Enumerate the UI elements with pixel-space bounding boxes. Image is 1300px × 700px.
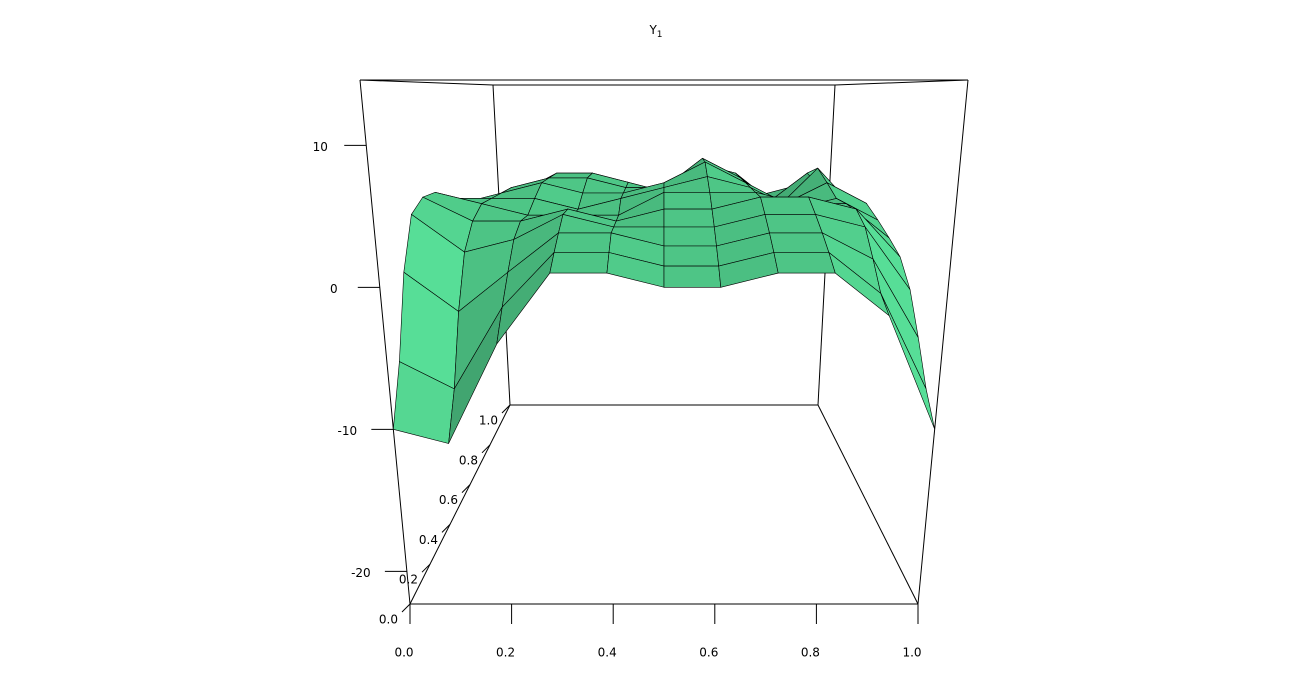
- y-tick-label: 0.6: [439, 493, 458, 507]
- surface-facet: [769, 232, 830, 253]
- z-tick-label: -10: [338, 424, 358, 438]
- chart-title: Y1: [648, 23, 662, 40]
- y-tick: [481, 444, 491, 454]
- title-main: Y: [648, 23, 657, 37]
- surface-facet: [663, 265, 722, 288]
- z-tick-label: 10: [313, 140, 328, 154]
- z-tick-label: 0: [330, 282, 338, 296]
- surface-facet: [663, 192, 713, 210]
- x-tick-label: 0.0: [394, 646, 413, 660]
- y-tick: [461, 484, 471, 493]
- surface-facet: [549, 252, 610, 274]
- y-tick-label: 1.0: [479, 414, 498, 428]
- surface-facet: [553, 232, 612, 253]
- surface-facet: [773, 252, 836, 274]
- x-tick-label: 0.8: [801, 646, 820, 660]
- surface-facet: [764, 214, 823, 234]
- y-tick: [401, 603, 411, 613]
- box-edge: [834, 79, 969, 86]
- surface-facet: [548, 172, 594, 179]
- y-tick-label: 0.4: [419, 533, 438, 547]
- z-tick-label: -20: [351, 566, 371, 580]
- y-tick: [421, 563, 431, 573]
- surface-facet: [760, 196, 816, 215]
- y-tick: [441, 524, 451, 533]
- surface-facet: [663, 208, 715, 228]
- y-tick-label: 0.8: [459, 453, 478, 467]
- y-tick-label: 0.0: [379, 613, 398, 627]
- box-edge: [817, 404, 919, 605]
- x-tick-label: 1.0: [902, 646, 921, 660]
- title-subscript: 1: [657, 30, 663, 40]
- box-edge: [409, 404, 511, 605]
- box-edge: [917, 79, 969, 605]
- surface-facet: [663, 226, 717, 247]
- y-tick: [501, 404, 511, 414]
- x-tick-label: 0.6: [699, 646, 718, 660]
- box-edge: [359, 79, 494, 86]
- x-tick-label: 0.4: [598, 646, 617, 660]
- surface-facet: [663, 245, 720, 267]
- y-tick-label: 0.2: [399, 573, 418, 587]
- x-tick-label: 0.2: [496, 646, 515, 660]
- surface-facet: [491, 182, 543, 199]
- surface-facet: [880, 293, 935, 430]
- box-edge: [359, 79, 411, 605]
